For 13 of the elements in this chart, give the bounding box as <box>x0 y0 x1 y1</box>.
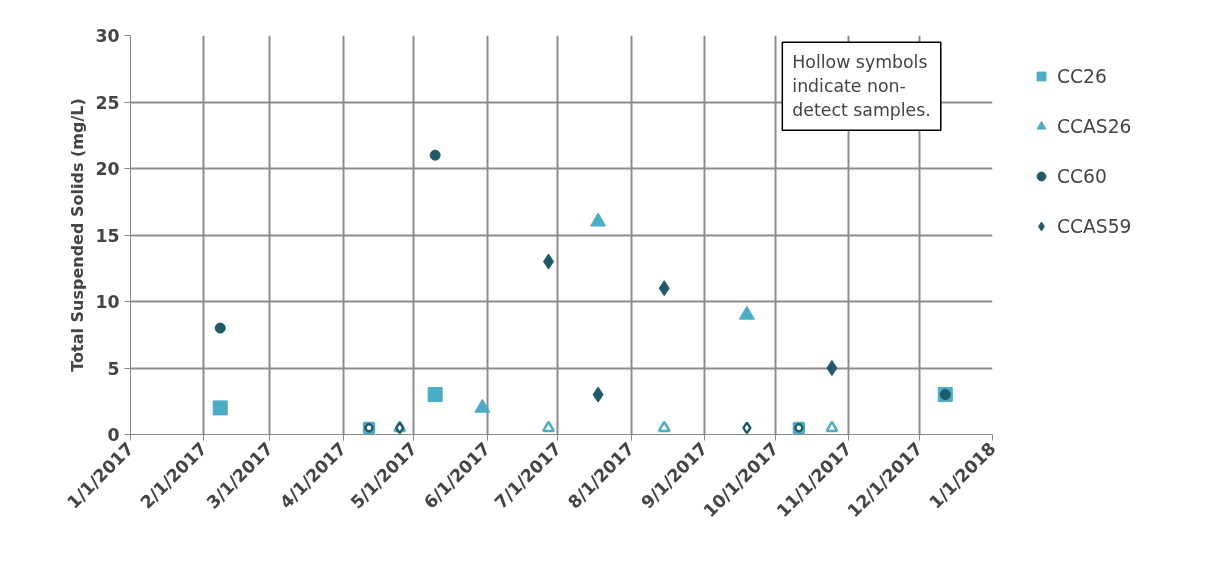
annotation: Hollow symbols indicate non-detect samples. <box>792 52 931 121</box>
y-tick-label: 0 <box>107 425 120 445</box>
legend-label: CC26 <box>1057 65 1107 87</box>
y-tick-label: 25 <box>95 92 120 113</box>
y-tick-label: 20 <box>95 159 120 179</box>
y-tick-label: 30 <box>95 26 120 46</box>
y-tick-label: 10 <box>95 292 120 312</box>
y-tick-label: 15 <box>95 225 120 246</box>
y-tick-label: 5 <box>107 358 120 379</box>
legend-label: CCAS26 <box>1057 115 1132 137</box>
legend-label: CC60 <box>1057 165 1107 187</box>
legend-label: CCAS59 <box>1057 215 1132 237</box>
y-axis-title: Total Suspended Solids (mg/L) <box>68 98 88 372</box>
